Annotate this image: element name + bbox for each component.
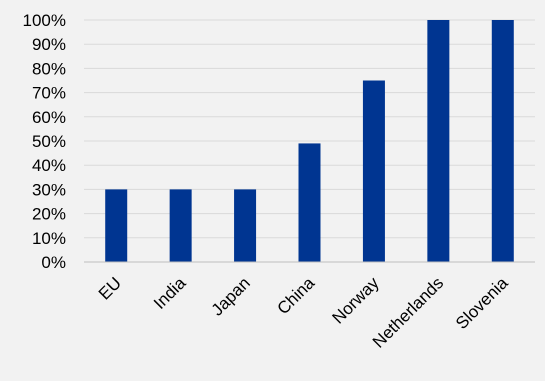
bar-netherlands xyxy=(427,20,450,262)
x-tick-label: India xyxy=(150,273,190,313)
y-tick-label: 60% xyxy=(32,108,66,127)
gridlines xyxy=(84,19,535,239)
bar-eu xyxy=(105,189,128,262)
x-tick-label: Norway xyxy=(329,273,384,328)
y-tick-label: 90% xyxy=(32,35,66,54)
x-tick-label: China xyxy=(273,273,318,318)
bars xyxy=(105,20,514,262)
y-tick-label: 50% xyxy=(32,132,66,151)
bar-slovenia xyxy=(491,20,514,262)
bar-norway xyxy=(362,80,385,262)
bar-japan xyxy=(234,189,257,262)
y-tick-label: 10% xyxy=(32,229,66,248)
y-tick-label: 20% xyxy=(32,205,66,224)
y-tick-label: 40% xyxy=(32,156,66,175)
y-tick-label: 30% xyxy=(32,180,66,199)
bar-india xyxy=(169,189,192,262)
y-tick-label: 0% xyxy=(41,253,66,272)
y-tick-label: 70% xyxy=(32,84,66,103)
bar-china xyxy=(298,143,321,262)
x-tick-label: EU xyxy=(95,273,125,303)
x-tick-label: Slovenia xyxy=(452,273,512,333)
y-axis-tick-labels: 0% 10% 20% 30% 40% 50% 60% 70% 80% 90% 100% xyxy=(23,11,66,272)
y-tick-label: 80% xyxy=(32,59,66,78)
y-tick-label: 100% xyxy=(23,11,66,30)
x-tick-label: Japan xyxy=(208,273,254,319)
